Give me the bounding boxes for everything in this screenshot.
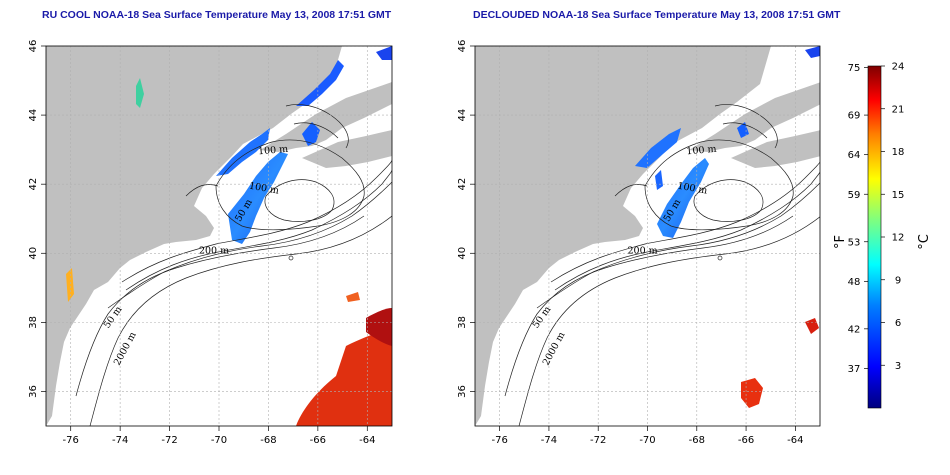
lat-tick-label: 38 <box>457 316 468 329</box>
fahrenheit-tick-label: 59 <box>848 190 861 201</box>
lon-tick-label: -76 <box>491 435 507 446</box>
colorbar: 24 21 18 15 12 9 6 3 75 69 64 59 53 48 42 37 °F °C <box>833 62 932 409</box>
lon-tick-label: -76 <box>63 435 79 446</box>
lat-tick-label: 44 <box>28 109 39 122</box>
fahrenheit-tick-label: 53 <box>848 237 861 248</box>
celsius-tick-label: 3 <box>895 361 901 372</box>
celsius-tick-label: 12 <box>892 233 905 244</box>
fahrenheit-tick-label: 48 <box>848 277 861 288</box>
left-map-title: RU COOL NOAA-18 Sea Surface Temperature … <box>42 9 392 21</box>
lon-tick-label: -72 <box>590 435 606 446</box>
fahrenheit-tick-label: 64 <box>848 150 861 161</box>
lat-tick-label: 40 <box>28 247 39 260</box>
lat-tick-label: 44 <box>457 109 468 122</box>
lon-tick-label: -70 <box>639 435 655 446</box>
fahrenheit-tick-label: 37 <box>848 364 861 375</box>
celsius-tick-label: 21 <box>892 104 905 115</box>
fahrenheit-tick-label: 69 <box>848 111 861 122</box>
lon-tick-label: -66 <box>310 435 326 446</box>
celsius-tick-label: 15 <box>892 190 905 201</box>
lat-tick-label: 36 <box>457 385 468 398</box>
lat-tick-label: 46 <box>457 40 468 53</box>
lon-tick-label: -72 <box>161 435 177 446</box>
lon-tick-label: -68 <box>689 435 705 446</box>
colorbar-ticks: 24 21 18 15 12 9 6 3 75 69 64 59 53 48 42 37 <box>848 62 905 375</box>
lon-tick-label: -74 <box>541 435 557 446</box>
fahrenheit-tick-label: 75 <box>848 63 861 74</box>
celsius-tick-label: 6 <box>895 318 901 329</box>
right-map-title: DECLOUDED NOAA-18 Sea Surface Temperatur… <box>473 9 841 21</box>
lon-tick-label: -66 <box>738 435 754 446</box>
celsius-unit-label: °C <box>917 234 932 250</box>
lat-tick-label: 42 <box>457 178 468 191</box>
lat-lon-grid <box>475 46 820 426</box>
lat-tick-label: 46 <box>28 40 39 53</box>
fahrenheit-tick-label: 42 <box>848 324 861 335</box>
lon-tick-label: -70 <box>211 435 227 446</box>
contour-label: 100 m <box>676 181 708 197</box>
left-axis-ticks: -76 -74 -72 -70 -68 -66 -64 36 38 40 42 44 46 <box>28 40 375 446</box>
celsius-tick-label: 18 <box>892 147 905 158</box>
lat-tick-label: 40 <box>457 247 468 260</box>
contour-label: 200 m <box>627 245 657 256</box>
lat-tick-label: 36 <box>28 385 39 398</box>
right-axis-ticks: -76 -74 -72 -70 -68 -66 -64 36 38 40 42 44 46 <box>457 40 804 446</box>
celsius-tick-label: 24 <box>892 62 905 73</box>
fahrenheit-unit-label: °F <box>833 235 848 249</box>
colorbar-gradient <box>867 65 882 409</box>
lon-tick-label: -64 <box>787 435 803 446</box>
sst-patches <box>635 46 820 408</box>
contour-label: 100 m <box>248 181 280 197</box>
lon-tick-label: -68 <box>260 435 276 446</box>
contour-label: 200 m <box>199 245 229 256</box>
lon-tick-label: -74 <box>112 435 128 446</box>
lat-tick-label: 42 <box>28 178 39 191</box>
celsius-tick-label: 9 <box>895 275 901 286</box>
lon-tick-label: -64 <box>359 435 375 446</box>
contour-label: 100 m <box>258 144 289 158</box>
contour-label: 100 m <box>686 144 717 158</box>
lat-tick-label: 38 <box>28 316 39 329</box>
sst-patches <box>66 46 392 426</box>
lat-lon-grid <box>46 46 392 426</box>
